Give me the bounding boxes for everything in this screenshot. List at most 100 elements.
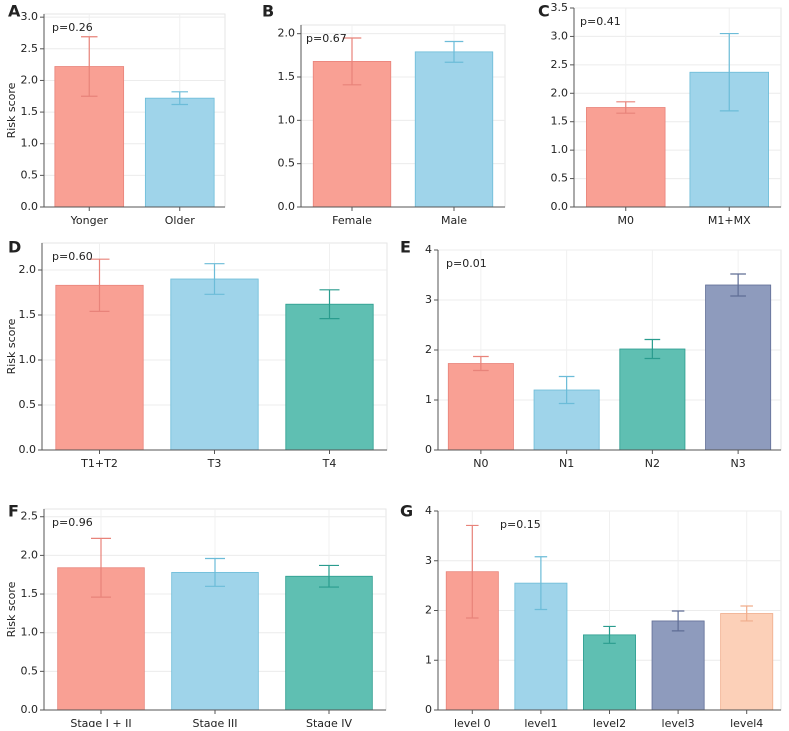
y-tick-label: 1 [425, 393, 432, 406]
y-tick-label: 1.0 [21, 137, 39, 150]
bar [312, 61, 392, 208]
y-tick-label: 0.0 [21, 200, 39, 213]
y-tick-label: 0.5 [21, 168, 39, 181]
x-tick-label: T1+T2 [80, 457, 118, 470]
y-tick-label: 2.0 [19, 263, 37, 276]
x-tick-label: N1 [559, 457, 574, 470]
y-tick-label: 1.0 [19, 353, 37, 366]
x-tick-label: T3 [207, 457, 222, 470]
p-value: p=0.41 [580, 15, 621, 28]
error-bar [603, 625, 616, 644]
panel-letter: F [8, 502, 19, 521]
x-tick-label: N3 [731, 457, 746, 470]
error-bar [444, 40, 464, 63]
y-tick-label: 0 [425, 703, 432, 716]
p-value: p=0.67 [306, 32, 347, 45]
error-bar [319, 289, 340, 320]
error-bar [319, 564, 339, 588]
error-bar [466, 524, 479, 619]
x-tick-label: N2 [645, 457, 660, 470]
y-axis-label: Risk score [5, 318, 18, 374]
error-bar [671, 610, 685, 632]
y-tick-label: 1.0 [21, 626, 39, 639]
y-tick-label: 2.5 [21, 510, 39, 523]
bar [447, 363, 514, 451]
error-bar [204, 263, 225, 295]
panel-letter: D [8, 238, 21, 257]
y-tick-label: 3.0 [21, 10, 39, 23]
y-tick-label: 1.5 [21, 587, 39, 600]
y-axis-label: Risk score [5, 581, 18, 637]
x-tick-label: Stage IV [306, 717, 353, 727]
y-tick-label: 0 [425, 443, 432, 456]
p-value: p=0.60 [52, 250, 93, 263]
x-tick-label: Older [165, 214, 195, 227]
x-tick-label: T4 [322, 457, 337, 470]
y-tick-label: 0.5 [21, 664, 39, 677]
panel-letter: G [400, 502, 413, 521]
x-tick-label: level2 [593, 717, 626, 727]
y-tick-label: 0.0 [551, 200, 569, 213]
bar [171, 571, 259, 711]
y-tick-label: 2.5 [551, 58, 569, 71]
bar [720, 613, 774, 711]
bar [285, 303, 374, 451]
x-tick-label: level 0 [454, 717, 491, 727]
error-bar [719, 32, 739, 112]
error-bar [171, 91, 189, 106]
panel-letter: B [262, 2, 274, 21]
y-tick-label: 4 [425, 243, 432, 256]
x-tick-label: level3 [662, 717, 695, 727]
error-bar [644, 338, 661, 360]
y-tick-label: 4 [425, 504, 432, 517]
x-tick-label: M1+MX [708, 214, 751, 227]
panel-letter: A [8, 2, 21, 21]
y-tick-label: 1.5 [278, 70, 296, 83]
error-bar [473, 355, 489, 372]
y-tick-label: 2.0 [551, 86, 569, 99]
y-tick-label: 2.5 [21, 42, 39, 55]
y-tick-label: 0.0 [19, 443, 37, 456]
error-bar [205, 557, 225, 587]
error-bar [534, 556, 548, 611]
bar [414, 51, 494, 208]
error-bar [80, 36, 98, 97]
y-tick-label: 3.5 [551, 1, 569, 14]
bar [586, 107, 666, 208]
bar [583, 634, 636, 711]
x-tick-label: Female [332, 214, 372, 227]
error-bar [89, 258, 110, 312]
bar [170, 278, 259, 451]
y-tick-label: 1 [425, 653, 432, 666]
bar [619, 348, 686, 451]
y-tick-label: 1.5 [21, 105, 39, 118]
x-tick-label: M0 [618, 214, 635, 227]
error-bar [616, 101, 636, 114]
y-tick-label: 0.5 [551, 172, 569, 185]
x-tick-label: Stage I + II [70, 717, 131, 727]
x-tick-label: level4 [730, 717, 763, 727]
x-tick-label: Yonger [70, 214, 109, 227]
y-tick-label: 2 [425, 343, 432, 356]
y-tick-label: 3.0 [551, 29, 569, 42]
y-tick-label: 0.5 [278, 157, 296, 170]
p-value: p=0.15 [500, 518, 541, 531]
error-bar [91, 537, 111, 598]
bar [285, 575, 373, 711]
y-tick-label: 2.0 [21, 548, 39, 561]
error-bar [342, 37, 362, 86]
error-bar [558, 375, 575, 405]
x-tick-label: Male [441, 214, 467, 227]
error-bar [730, 273, 746, 297]
y-tick-label: 1.5 [19, 308, 37, 321]
x-tick-label: level1 [524, 717, 557, 727]
panel-letter: C [538, 2, 550, 21]
panel-letter: E [400, 238, 411, 257]
y-tick-label: 1.0 [551, 143, 569, 156]
bar [144, 97, 215, 208]
y-tick-label: 0.0 [21, 703, 39, 716]
bar [705, 284, 772, 451]
y-tick-label: 2.0 [278, 27, 296, 40]
y-tick-label: 3 [425, 554, 432, 567]
